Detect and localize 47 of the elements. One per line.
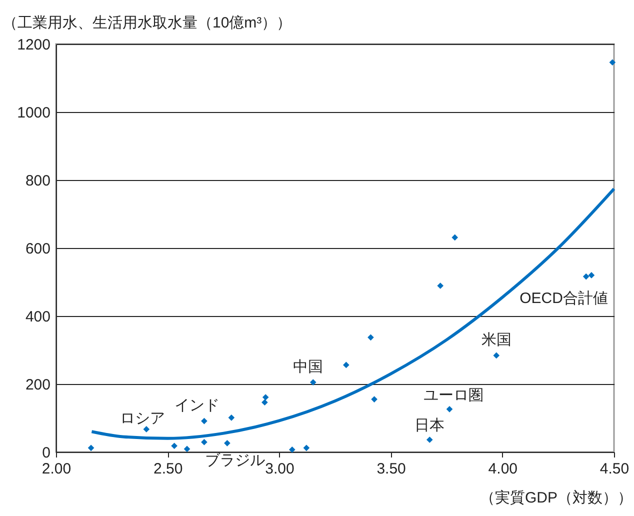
point: [368, 334, 374, 341]
annotation: 中国: [293, 358, 324, 376]
point: [582, 273, 590, 280]
x-tick-label: 4.00: [488, 460, 518, 478]
point: [303, 444, 310, 452]
annotation: ブラジル: [205, 452, 266, 470]
point: [437, 282, 444, 289]
point: [171, 442, 178, 450]
y-tick-label: 1000: [17, 104, 50, 122]
x-tick-label: 2.50: [154, 460, 183, 478]
point: [201, 438, 208, 446]
point: [609, 59, 616, 66]
annotation: ユーロ圏: [424, 387, 484, 404]
point: [262, 394, 269, 400]
point: [343, 362, 350, 368]
y-tick-label: 1200: [17, 36, 50, 54]
point: [143, 426, 150, 432]
x-axis-title: （実質GDP（対数））: [480, 490, 632, 506]
annotation: 日本: [414, 416, 445, 434]
point: [228, 414, 235, 421]
y-tick-label: 800: [25, 172, 50, 190]
y-tick-label: 400: [25, 308, 50, 326]
y-tick-label: 200: [25, 376, 50, 394]
point: [426, 436, 433, 443]
point: [184, 446, 190, 452]
y-tick-label: 0: [42, 444, 50, 462]
point: [493, 352, 500, 359]
annotation: ロシア: [120, 410, 165, 428]
point: [262, 399, 268, 406]
annotation: OECD合計値: [520, 290, 608, 307]
point: [588, 272, 595, 278]
point: [371, 396, 378, 402]
point: [224, 440, 230, 446]
point: [88, 444, 94, 452]
x-tick-label: 3.00: [265, 460, 294, 478]
y-axis-title: （工業用水、生活用水取水量（10億m³））: [2, 14, 292, 32]
point: [310, 379, 316, 386]
annotation: 米国: [481, 331, 512, 348]
x-tick-label: 4.50: [600, 460, 630, 478]
point: [452, 234, 458, 241]
point: [446, 406, 453, 412]
annotation: インド: [174, 397, 220, 414]
point: [201, 418, 208, 424]
point: [288, 446, 296, 453]
x-tick-label: 2.00: [42, 460, 72, 478]
x-tick-label: 3.50: [376, 460, 406, 478]
y-tick-label: 600: [25, 240, 50, 258]
